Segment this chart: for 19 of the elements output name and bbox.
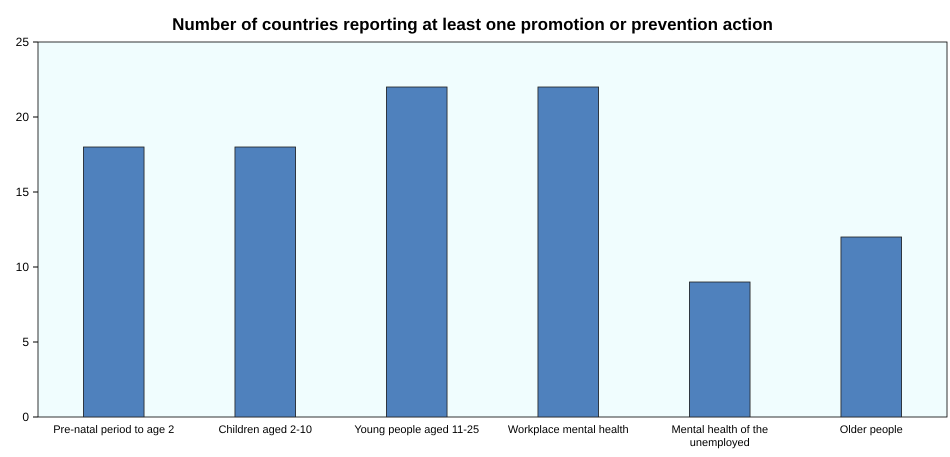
x-tick-label: Young people aged 11-25 <box>354 424 480 436</box>
x-tick-label: Children aged 2-10 <box>218 424 312 436</box>
y-tick-label: 5 <box>22 335 30 350</box>
bar <box>386 86 448 418</box>
y-tick-label: 15 <box>16 185 30 200</box>
x-tick-label: Pre-natal period to age 2 <box>53 424 174 436</box>
chart-title: Number of countries reporting at least one promotion or prevention action <box>172 15 773 34</box>
y-tick-label: 10 <box>16 260 30 274</box>
y-tick-label: 20 <box>16 110 30 124</box>
y-tick-label: 25 <box>16 35 30 50</box>
bar <box>83 146 144 418</box>
bar <box>234 146 296 418</box>
bar <box>689 282 750 418</box>
y-tick-label: 0 <box>22 410 30 424</box>
bar <box>538 86 599 418</box>
x-tick-label: Workplace mental health <box>508 424 629 436</box>
x-tick-label: Older people <box>840 424 903 436</box>
bar <box>840 236 902 418</box>
x-tick-label: Mental health of the unemployed <box>671 424 768 449</box>
